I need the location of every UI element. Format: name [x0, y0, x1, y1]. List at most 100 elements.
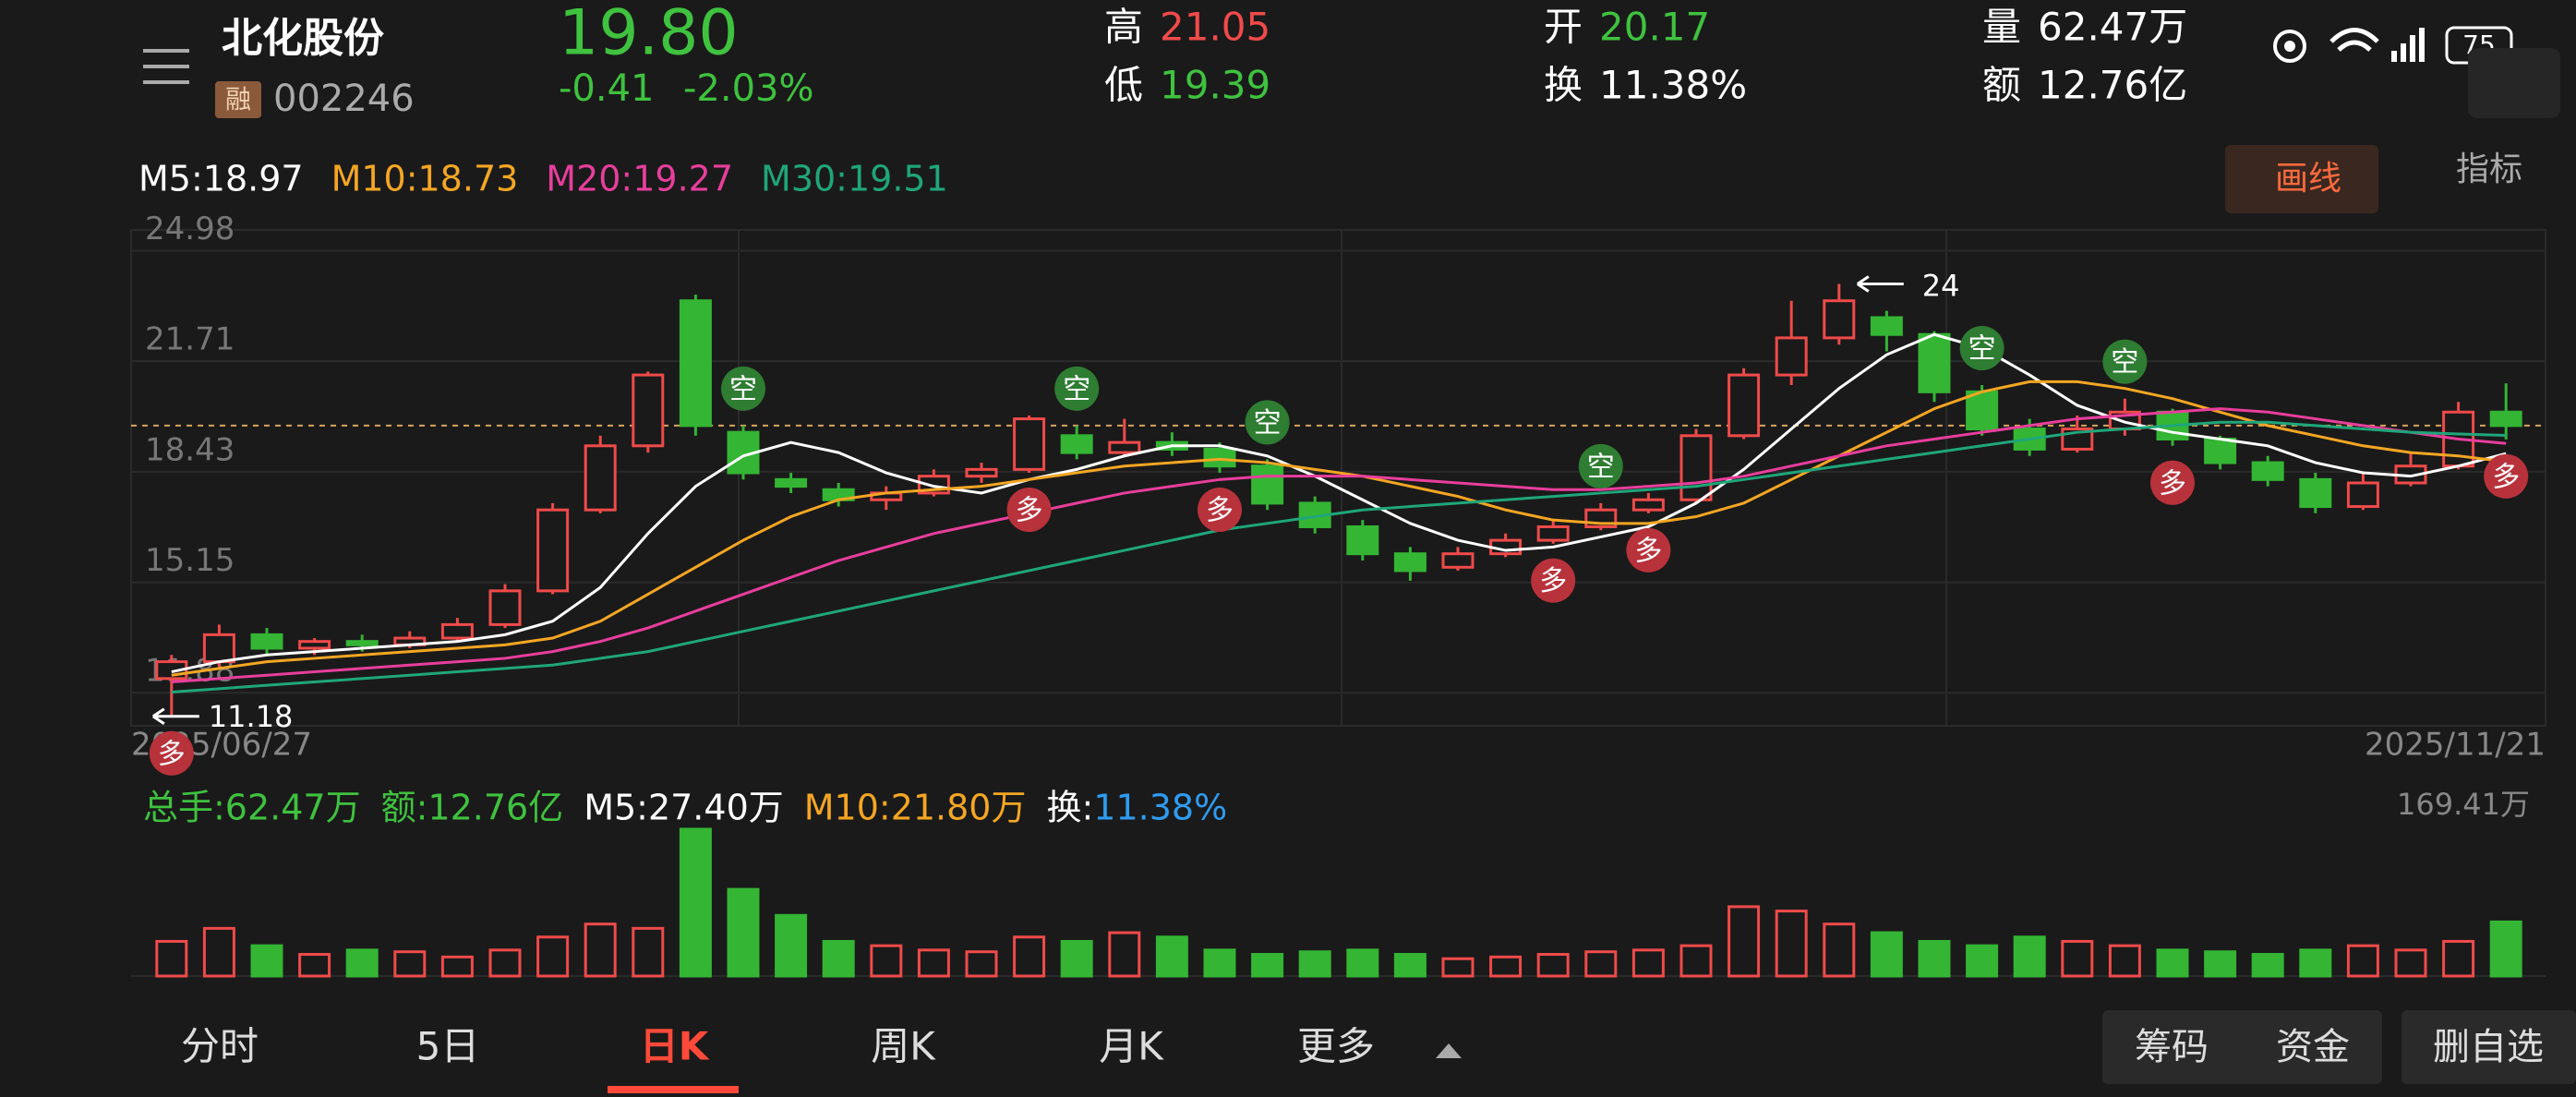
volume-bar — [345, 948, 379, 978]
volume-bar — [822, 939, 855, 978]
volume-bar — [202, 926, 235, 978]
volume-bar — [440, 955, 474, 978]
tab[interactable]: 日K — [640, 1024, 710, 1069]
candle-body — [965, 467, 998, 478]
candle-body — [1203, 447, 1236, 468]
candle-body — [2299, 477, 2332, 509]
signal-dot — [1198, 488, 1242, 533]
stat-key: 高 — [1104, 5, 1143, 50]
signal-dot — [2150, 460, 2195, 505]
tab[interactable]: 5日 — [416, 1024, 480, 1069]
draw-button[interactable] — [2225, 145, 2378, 213]
volume-bar — [1108, 931, 1141, 978]
change: -0.41 — [559, 67, 655, 110]
volume-bar — [1823, 922, 1856, 978]
menu-icon[interactable] — [143, 49, 189, 84]
signal-dot — [1626, 527, 1671, 573]
action[interactable]: 删自选 — [2433, 1026, 2544, 1068]
stock-name: 北化股份 — [222, 15, 384, 62]
signal-dot — [1006, 488, 1052, 533]
signal-label: 多 — [1634, 535, 1662, 567]
high-arrow — [1856, 275, 1904, 293]
signal-label: 空 — [1254, 407, 1282, 440]
stat-value: 62.47万 — [2038, 5, 2187, 50]
stat-value: 11.38% — [1599, 63, 1747, 108]
volume-bar — [727, 887, 760, 978]
signal-dot — [1054, 366, 1100, 411]
volume-bar — [2346, 944, 2379, 978]
action[interactable]: 筹码 — [2135, 1026, 2209, 1068]
y-tick-label: 24.98 — [145, 211, 235, 247]
ma-line — [171, 420, 2507, 693]
candle-body — [250, 633, 283, 650]
ma-line — [171, 380, 2507, 677]
tab[interactable]: 分时 — [181, 1024, 259, 1069]
volume-bar — [1727, 905, 1761, 978]
signal-dot — [721, 366, 765, 411]
volume-bar — [1298, 950, 1331, 978]
signal-dot — [1531, 558, 1576, 603]
candle-body — [1775, 336, 1808, 377]
volume-legend: 额:12.76亿 — [381, 788, 564, 828]
volume-bar — [1870, 931, 1903, 978]
signal-dot — [2484, 453, 2529, 499]
volume-legend: 换: — [1046, 788, 1093, 828]
stat-key: 低 — [1104, 63, 1143, 108]
more-caret — [1436, 1043, 1462, 1058]
volume-bar — [1203, 948, 1236, 978]
volume-legend: M10:21.80万 — [804, 788, 1027, 828]
volume-bar — [1441, 957, 1475, 978]
signal-label: 空 — [729, 373, 757, 405]
candle-body — [1679, 434, 1713, 501]
low-arrow — [151, 707, 199, 726]
tab[interactable]: 更多 — [1297, 1024, 1375, 1069]
chart-frame — [130, 229, 2546, 727]
tab[interactable]: 月K — [1099, 1024, 1164, 1069]
signal-label: 空 — [2111, 346, 2138, 379]
candle-body — [298, 640, 331, 650]
window-button[interactable] — [2468, 48, 2560, 118]
draw-label: 画线 — [2275, 160, 2341, 198]
indicator-label[interactable]: 指标 — [2456, 151, 2522, 188]
volume-legend: M5:27.40万 — [584, 788, 784, 828]
volume-bar — [250, 944, 283, 978]
candle-body — [1346, 524, 1379, 556]
low-label: 11.18 — [209, 699, 294, 734]
volume-bar — [679, 827, 712, 978]
volume-bar — [298, 953, 331, 978]
signal-dot — [1245, 400, 1290, 445]
ma-legend: M20:19.27 — [546, 159, 733, 199]
signal-dot — [149, 730, 194, 776]
volume-bar — [1631, 948, 1665, 978]
ma-line — [171, 407, 2507, 684]
ma-line — [171, 332, 2507, 674]
action[interactable]: 资金 — [2276, 1026, 2350, 1068]
candle-body — [1966, 390, 1999, 431]
volume-bar — [155, 939, 188, 978]
badge-bg — [215, 81, 261, 118]
candle-body — [2204, 437, 2237, 464]
candle-body — [2489, 410, 2522, 428]
badge: 融 — [225, 84, 251, 115]
volume-bar — [2299, 948, 2332, 978]
candle-body — [202, 633, 235, 664]
signal-dot — [1959, 326, 2004, 371]
candle-body — [2346, 481, 2379, 509]
signal-label: 多 — [158, 738, 186, 770]
volume-bar — [393, 950, 427, 978]
stat-value: 19.39 — [1160, 63, 1270, 108]
y-tick-label: 21.71 — [145, 321, 235, 358]
volume-legend: 总手:62.47万 — [143, 788, 361, 828]
signal-label: 空 — [1587, 451, 1615, 483]
volume-bar — [1393, 953, 1426, 978]
volume-bar — [584, 922, 617, 978]
volume-bar — [965, 950, 998, 978]
volume-bar — [870, 944, 903, 978]
tab[interactable]: 周K — [871, 1024, 936, 1069]
end-date: 2025/11/21 — [2365, 727, 2546, 764]
signal-label: 多 — [2159, 467, 2186, 500]
stat-key: 量 — [1982, 5, 2021, 50]
volume-bar — [2061, 939, 2094, 978]
ma-legend: M5:18.97 — [138, 159, 304, 199]
stat-key: 换 — [1544, 63, 1583, 108]
